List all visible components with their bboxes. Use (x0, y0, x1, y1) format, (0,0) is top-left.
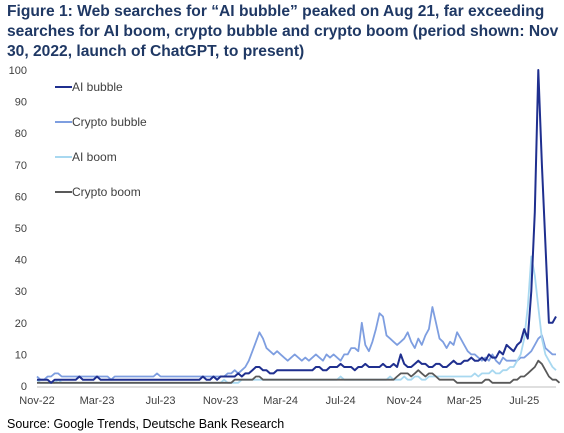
y-tick-label: 10 (15, 349, 27, 361)
series-line-crypto-boom (37, 359, 561, 384)
legend-label: AI boom (72, 150, 117, 164)
y-tick-label: 80 (15, 128, 27, 140)
x-tick-label: Jul-23 (146, 395, 176, 407)
x-tick-label: Nov-24 (386, 395, 421, 407)
x-axis: Nov-22 Mar-23 Jul-23 Nov-23 Mar-24 Jul-24 Nov-… (19, 386, 556, 407)
y-tick-label: 30 (15, 286, 27, 298)
legend-label: Crypto boom (72, 185, 141, 199)
x-tick-label: Jul-24 (326, 395, 356, 407)
y-tick-label: 60 (15, 191, 27, 203)
x-tick-label: Mar-23 (80, 395, 115, 407)
series-line-ai-bubble (37, 69, 557, 384)
series-lines (36, 69, 561, 384)
series-line-crypto-bubble (36, 306, 556, 381)
x-tick-label: Nov-22 (19, 395, 54, 407)
legend-label: Crypto bubble (72, 115, 147, 129)
y-tick-label: 90 (15, 97, 27, 109)
x-tick-label: Mar-24 (263, 395, 298, 407)
line-chart: 0 10 20 30 40 50 60 70 80 90 100 Nov-22 Mar-23 Jul-2… (9, 65, 561, 407)
figure-title: Figure 1: Web searches for “AI bubble” p… (7, 3, 559, 60)
y-tick-label: 50 (15, 223, 27, 235)
legend-label: AI bubble (72, 80, 123, 94)
y-tick-label: 100 (9, 65, 27, 77)
y-tick-label: 20 (15, 318, 27, 330)
x-tick-label: Jul-25 (509, 395, 539, 407)
series-line-ai-boom (36, 255, 557, 384)
y-tick-label: 40 (15, 255, 27, 267)
y-tick-label: 70 (15, 160, 27, 172)
x-tick-label: Mar-25 (447, 395, 482, 407)
legend: AI bubble Crypto bubble AI boom Crypto boom (55, 80, 147, 199)
y-axis: 0 10 20 30 40 50 60 70 80 90 100 (9, 65, 27, 393)
source-note: Source: Google Trends, Deutsche Bank Res… (7, 417, 285, 431)
chart-area: 0 10 20 30 40 50 60 70 80 90 100 Nov-22 Mar-23 Jul-2… (0, 60, 564, 415)
y-tick-label: 0 (21, 381, 27, 393)
x-tick-label: Nov-23 (203, 395, 238, 407)
